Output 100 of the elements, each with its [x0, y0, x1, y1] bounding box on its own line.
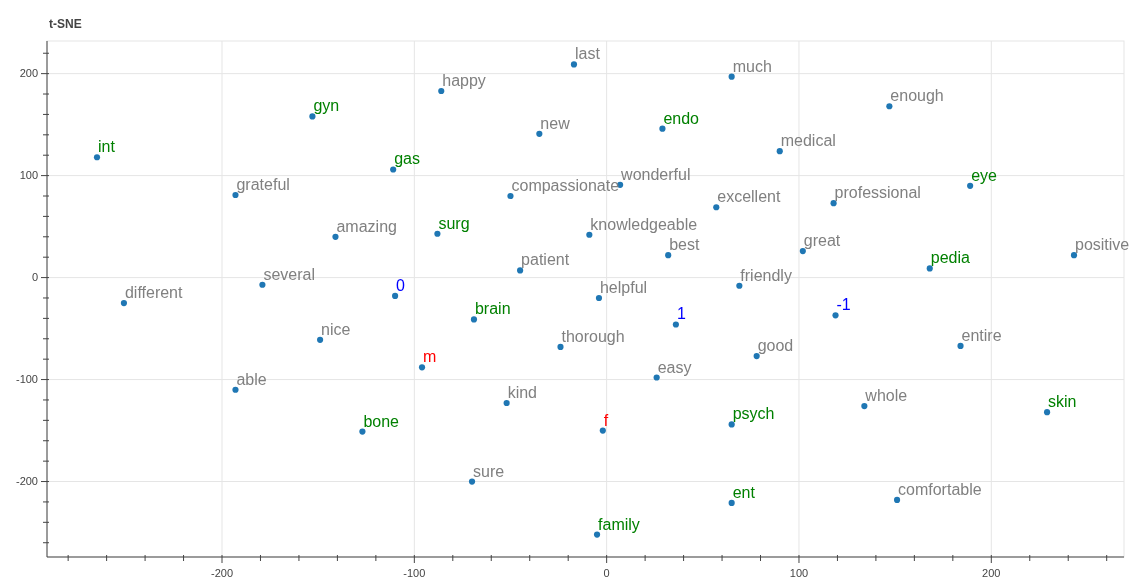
annotation: brain	[474, 300, 511, 318]
annotation: knowledgeable	[590, 215, 698, 233]
point	[830, 200, 837, 207]
point	[438, 87, 445, 95]
y-tick-label: 0	[31, 271, 38, 284]
annotation: gas	[394, 150, 420, 168]
y-tick-label: -200	[15, 475, 38, 488]
x-tick-label: -200	[211, 567, 234, 579]
x-tick-label: 200	[982, 567, 1001, 579]
x-tick-label: -100	[403, 567, 426, 579]
annotation: skin	[1048, 393, 1077, 411]
annotation: 0	[396, 276, 406, 294]
point	[1043, 409, 1051, 416]
point	[653, 374, 660, 381]
annotation: whole	[864, 387, 908, 405]
point	[599, 427, 606, 434]
annotation: endo	[663, 109, 700, 127]
point	[120, 300, 128, 307]
point	[470, 316, 478, 323]
annotation: psych	[732, 405, 775, 423]
point	[418, 364, 426, 371]
annotation: new	[540, 114, 571, 132]
annotation: compassionate	[511, 177, 620, 194]
annotation: positive	[1075, 236, 1130, 254]
annotation: ent	[732, 483, 756, 501]
point	[434, 230, 441, 237]
point	[468, 478, 476, 485]
point	[595, 294, 603, 302]
annotation: several	[263, 265, 315, 283]
annotation: family	[598, 515, 640, 533]
point	[672, 321, 679, 328]
annotation: grateful	[236, 175, 290, 193]
annotation: nice	[321, 320, 351, 338]
annotation: friendly	[740, 266, 792, 284]
annotation: wonderful	[620, 165, 691, 183]
point	[309, 113, 316, 120]
annotation: enough	[890, 87, 944, 105]
point	[317, 336, 324, 343]
point	[93, 154, 101, 161]
annotation: f	[603, 411, 609, 429]
x-tick-label: 0	[603, 567, 610, 579]
annotation: easy	[657, 358, 692, 376]
point	[893, 496, 901, 503]
point	[390, 166, 397, 173]
point	[957, 342, 964, 349]
annotation: last	[574, 45, 601, 63]
annotation: m	[423, 348, 437, 366]
point	[728, 73, 735, 80]
point	[517, 267, 524, 274]
annotation: different	[124, 284, 184, 302]
annotation: eye	[971, 166, 998, 184]
annotation: comfortable	[898, 480, 982, 498]
annotation: sure	[473, 462, 505, 480]
point	[967, 182, 974, 189]
annotation: thorough	[561, 327, 625, 345]
annotation: int	[98, 138, 116, 156]
annotation: excellent	[717, 188, 781, 206]
point	[799, 247, 806, 255]
annotation: good	[757, 337, 794, 355]
point	[832, 312, 839, 319]
point	[359, 428, 366, 435]
point	[232, 191, 239, 199]
annotation: able	[236, 370, 267, 388]
point	[392, 292, 399, 300]
point	[332, 233, 339, 240]
point	[776, 148, 783, 155]
y-tick-label: -100	[15, 373, 38, 386]
annotation: happy	[442, 71, 486, 89]
y-tick-label: 200	[19, 67, 38, 80]
annotation: patient	[521, 251, 570, 269]
point	[570, 61, 578, 68]
point	[713, 204, 720, 211]
x-tick-label: 100	[789, 567, 809, 579]
chart-title: t-SNE	[49, 17, 82, 31]
point	[753, 353, 760, 360]
annotation: amazing	[336, 217, 397, 235]
annotation: -1	[836, 296, 851, 314]
point	[665, 252, 672, 259]
annotation: gyn	[313, 97, 340, 115]
annotation: surg	[438, 214, 470, 232]
point	[586, 231, 593, 238]
annotation: medical	[780, 132, 836, 150]
point	[259, 281, 266, 288]
annotation: great	[803, 232, 841, 250]
point	[232, 386, 239, 393]
point	[503, 399, 510, 407]
annotation: best	[669, 236, 700, 254]
annotation: much	[732, 57, 772, 75]
point	[1070, 252, 1078, 259]
point	[507, 192, 514, 200]
annotation: 1	[676, 305, 686, 323]
point	[659, 125, 666, 132]
annotation: professional	[834, 184, 921, 202]
annotation: helpful	[599, 278, 648, 296]
point	[861, 402, 868, 410]
point	[728, 499, 735, 507]
annotation: pedia	[930, 249, 971, 267]
y-tick-label: 100	[19, 169, 38, 182]
point	[886, 103, 893, 110]
point	[926, 265, 933, 272]
